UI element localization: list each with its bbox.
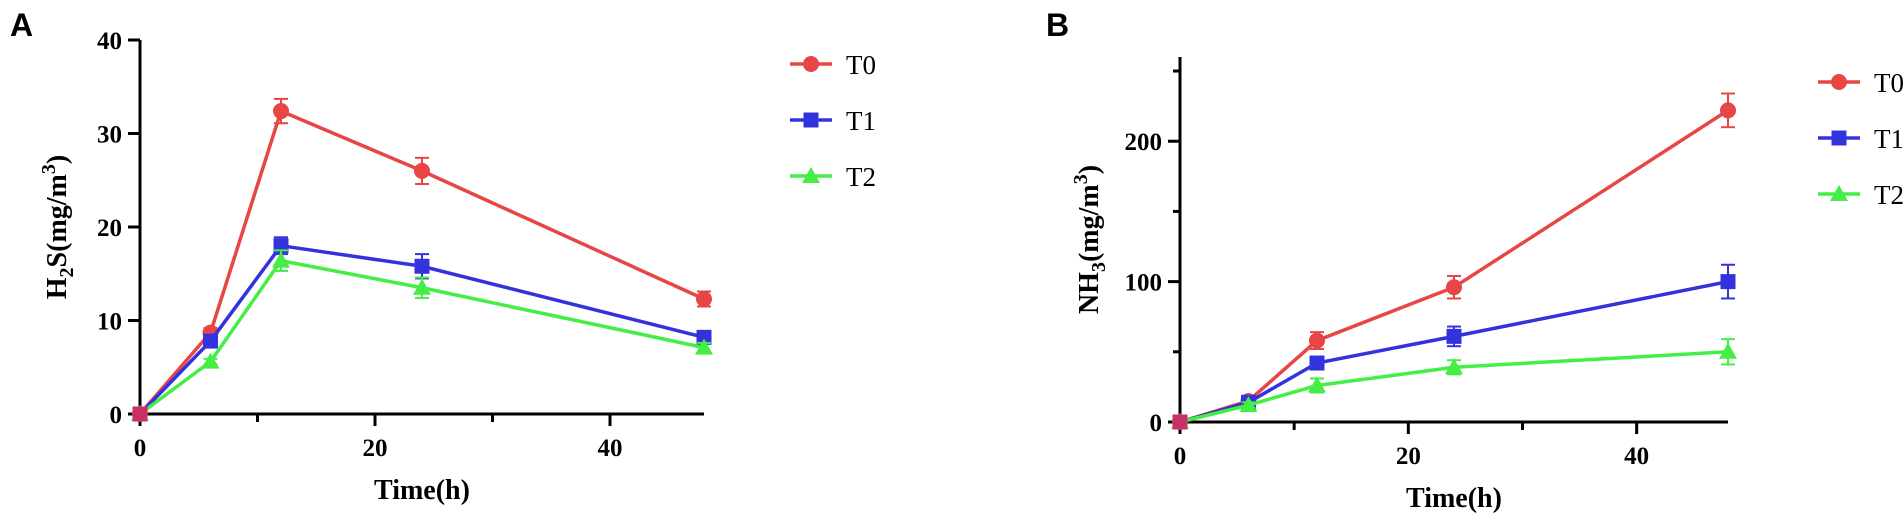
legend-label-t2: T2 xyxy=(846,162,876,192)
data-point xyxy=(1239,396,1258,413)
series-t2 xyxy=(1171,338,1737,429)
legend-marker-t2 xyxy=(802,167,820,183)
legend-label-t2: T2 xyxy=(1874,180,1904,210)
panel-letter-a: A xyxy=(10,7,33,43)
data-point xyxy=(1172,414,1188,430)
y-axis-title: H2S(mg/m3) xyxy=(38,155,78,299)
data-point xyxy=(1308,376,1326,393)
legend-label-t0: T0 xyxy=(846,50,876,80)
data-point xyxy=(201,352,220,369)
legend-b: T0 T1 T2 xyxy=(1818,68,1904,210)
x-tick-label: 20 xyxy=(1396,443,1421,470)
data-point xyxy=(1446,328,1462,344)
y-axis-title-part: (mg/m xyxy=(1074,184,1105,262)
x-axis-title: Time(h) xyxy=(1406,483,1502,514)
legend-marker-t2 xyxy=(1830,185,1848,201)
data-point xyxy=(414,162,430,179)
data-point xyxy=(696,290,712,307)
legend-marker-t0 xyxy=(803,56,819,72)
y-tick-label: 30 xyxy=(97,122,122,149)
y-axis-title-part: 3 xyxy=(38,164,60,174)
data-point xyxy=(132,406,148,422)
data-point xyxy=(203,333,218,349)
y-axis-title-part: S(mg/m xyxy=(42,174,73,267)
x-axis-title: Time(h) xyxy=(374,475,470,506)
y-tick-label: 0 xyxy=(1150,410,1163,437)
data-point xyxy=(272,251,290,268)
data-point xyxy=(1309,332,1325,349)
series-t0 xyxy=(1172,92,1736,430)
y-axis-title: NH3(mg/m3) xyxy=(1070,165,1110,314)
data-point xyxy=(413,278,431,295)
legend-marker-t0 xyxy=(1831,74,1847,90)
y-axis-title-part: 2 xyxy=(56,267,78,277)
y-tick-label: 0 xyxy=(110,402,123,429)
y-axis-title-part: 3 xyxy=(1070,174,1092,184)
data-point xyxy=(695,338,713,355)
legend-label-t1: T1 xyxy=(1874,124,1904,154)
panel-letter-b: B xyxy=(1046,7,1069,43)
y-tick-label: 40 xyxy=(97,28,122,55)
chart-panel-a: A 0 10 20 30 40 0 20 40 Time(h) H2S(mg/m3) T0 T1 T2 xyxy=(10,7,876,506)
data-point xyxy=(1720,102,1736,119)
y-tick-label: 200 xyxy=(1125,129,1163,156)
data-point xyxy=(1446,279,1462,296)
y-axis-title-part: ) xyxy=(42,155,73,164)
x-tick-label: 0 xyxy=(1174,443,1187,470)
legend-label-t0: T0 xyxy=(1874,68,1904,98)
data-point xyxy=(414,258,430,274)
y-tick-label: 20 xyxy=(97,215,122,242)
data-point xyxy=(1445,358,1463,375)
data-point xyxy=(1720,274,1736,290)
y-axis-title-part: NH xyxy=(1074,272,1105,314)
data-point xyxy=(1719,342,1737,359)
data-point xyxy=(696,329,712,345)
y-axis-title-part: H xyxy=(42,277,73,299)
y-axis-title-part: 3 xyxy=(1088,262,1110,272)
data-point xyxy=(1309,355,1325,371)
data-point xyxy=(273,103,289,120)
legend-marker-t1 xyxy=(803,112,819,128)
y-axis-title-part: ) xyxy=(1074,165,1105,174)
x-tick-label: 40 xyxy=(598,435,623,462)
x-tick-label: 20 xyxy=(363,435,388,462)
x-tick-label: 40 xyxy=(1624,443,1649,470)
legend-label-t1: T1 xyxy=(846,106,876,136)
legend-marker-t1 xyxy=(1831,130,1847,146)
y-tick-label: 100 xyxy=(1125,270,1163,297)
legend-a: T0 T1 T2 xyxy=(790,50,876,192)
y-tick-label: 10 xyxy=(97,309,122,336)
x-tick-label: 0 xyxy=(134,435,147,462)
